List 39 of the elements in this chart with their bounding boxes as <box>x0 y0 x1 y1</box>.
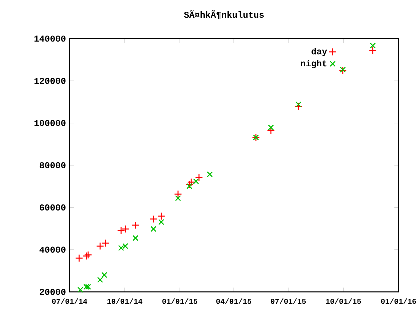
point <box>186 180 194 188</box>
point <box>294 102 303 111</box>
point <box>118 245 124 252</box>
point <box>158 219 164 226</box>
y-tick-label: 60000 <box>40 204 66 211</box>
chart-title: SÃ¤hkÃ¶nkulutus <box>184 10 264 20</box>
point <box>75 254 84 262</box>
point <box>97 277 104 284</box>
point <box>150 226 157 232</box>
point <box>369 46 378 55</box>
y-tick-label: 80000 <box>40 162 66 169</box>
point <box>193 178 200 184</box>
point <box>117 226 126 234</box>
point <box>102 272 108 278</box>
point <box>267 126 276 135</box>
legend-label: day <box>312 48 328 56</box>
point <box>78 287 84 293</box>
point <box>158 212 166 220</box>
point <box>122 225 130 234</box>
point <box>132 235 139 242</box>
y-tick-label: 120000 <box>34 78 66 84</box>
y-tick-label: 20000 <box>40 289 66 296</box>
point <box>102 239 110 248</box>
point <box>150 215 158 224</box>
point <box>296 102 302 108</box>
point <box>132 221 140 230</box>
point <box>370 42 376 49</box>
legend-label: night <box>301 60 327 68</box>
point <box>187 178 196 186</box>
point <box>174 190 182 198</box>
y-tick-label: 40000 <box>40 246 66 253</box>
y-tick-label: 100000 <box>34 120 66 126</box>
point <box>207 172 213 178</box>
point <box>175 195 182 202</box>
point <box>96 242 104 250</box>
point <box>186 183 193 190</box>
y-tick-label: 140000 <box>34 36 66 42</box>
point <box>195 174 204 182</box>
point <box>268 124 274 131</box>
